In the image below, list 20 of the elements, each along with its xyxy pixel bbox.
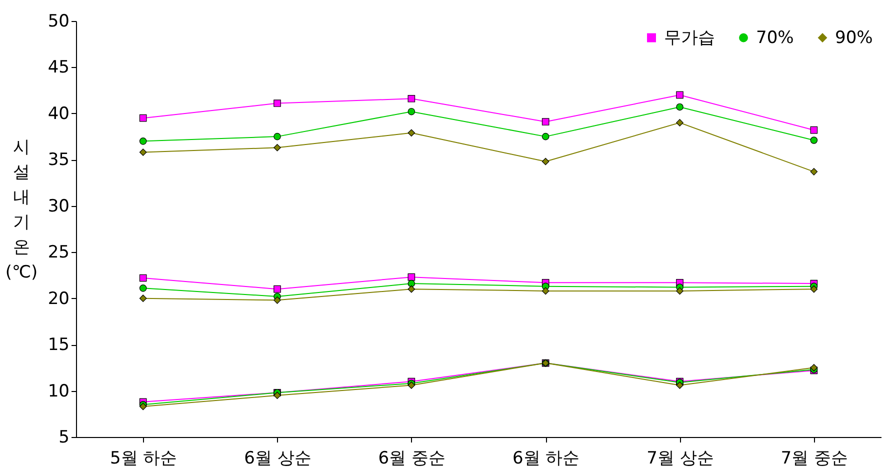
x-tick-label: 6월 하순: [512, 448, 580, 468]
x-tick-label: 6월 중순: [378, 448, 446, 468]
legend-label: 70%: [756, 28, 794, 48]
legend-label: 90%: [835, 28, 873, 48]
y-axis-title: 시설내기온(℃): [5, 138, 38, 282]
y-tick-label: 30: [48, 196, 70, 216]
y-tick-label: 35: [48, 150, 70, 170]
y-tick-label: 5: [58, 428, 70, 448]
y-tick-label: 45: [48, 58, 70, 78]
legend-label: 무가습: [664, 28, 715, 48]
y-tick-label: 40: [48, 104, 70, 124]
y-tick-label: 10: [48, 381, 70, 402]
y-tick-label: 15: [48, 335, 70, 356]
x-tick-label: 5월 하순: [110, 448, 178, 468]
x-tick-label: 7월 중순: [780, 448, 848, 468]
y-tick-label: 25: [48, 242, 70, 263]
x-tick-label: 6월 상순: [244, 448, 312, 468]
y-tick-label: 50: [48, 12, 70, 32]
y-tick-label: 20: [48, 288, 70, 309]
x-tick-label: 7월 상순: [646, 448, 714, 468]
